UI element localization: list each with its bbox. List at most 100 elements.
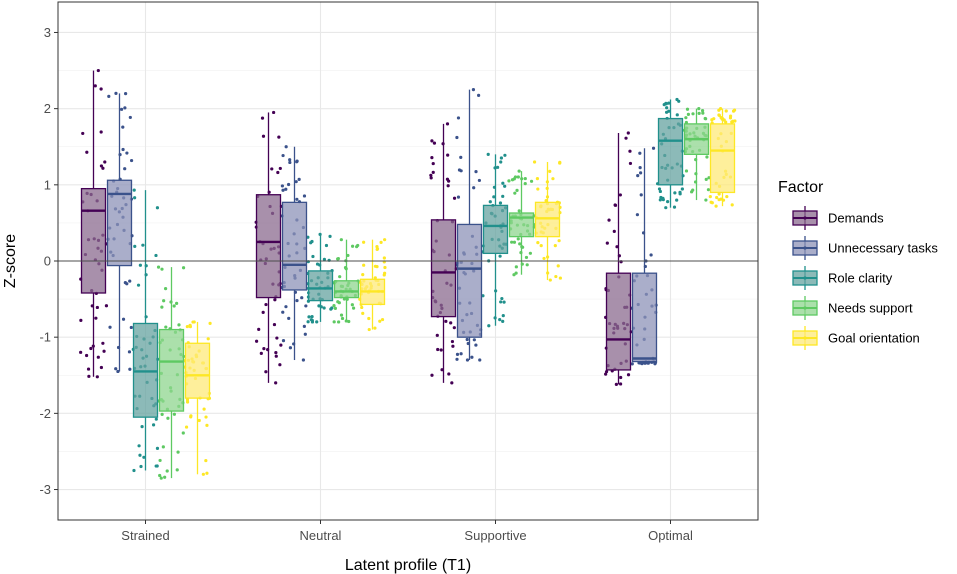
data-point [456,195,461,199]
data-point [128,367,132,371]
data-point [337,320,341,324]
legend-key-point [803,276,807,280]
data-point [309,241,313,245]
data-point [499,300,503,304]
x-tick-label: Strained [121,528,169,543]
data-point [274,351,278,355]
data-point [383,265,387,270]
data-point [114,367,118,371]
data-point [162,299,166,303]
data-point [455,357,459,361]
data-point [322,257,326,261]
data-point [141,243,145,247]
data-point [201,472,205,476]
data-point [507,179,511,183]
data-point [284,305,288,309]
data-point [636,174,640,178]
data-point [619,382,623,386]
data-point [535,177,540,181]
data-point [302,324,306,328]
data-point [518,242,522,246]
data-point [492,195,496,199]
data-point [272,110,276,115]
data-point [288,160,292,165]
data-point [95,305,99,310]
data-point [278,166,282,171]
data-point [714,204,718,208]
data-point [382,273,386,277]
data-point [678,192,682,196]
data-point [673,191,677,195]
x-axis-title: Latent profile (T1) [345,557,471,574]
iqr-box [508,212,535,238]
data-point [450,381,454,385]
data-point [542,256,546,261]
data-point [624,136,628,140]
data-point [501,194,505,198]
data-point [261,310,265,315]
y-tick-label: -2 [39,406,51,421]
data-point [450,339,455,344]
data-point [430,139,434,143]
data-point [350,303,354,307]
data-point [260,116,265,120]
data-point [101,341,105,345]
legend-key [792,206,818,230]
data-point [449,321,453,325]
data-point [181,431,185,435]
data-point [175,301,179,305]
iqr-box [709,123,736,194]
data-point [119,107,124,111]
data-point [732,108,737,112]
data-point [333,306,338,310]
data-point [166,416,170,420]
data-point [470,355,474,359]
data-point [447,179,451,183]
data-point [281,188,285,192]
data-point [160,267,164,271]
data-point [288,158,292,162]
data-point [430,373,434,377]
data-point [704,198,708,202]
x-tick-label: Supportive [464,528,526,543]
data-point [558,276,562,280]
data-point [276,170,280,175]
data-point [317,304,321,308]
data-point [154,253,158,258]
data-point [708,195,712,199]
data-point [315,262,320,266]
data-point [525,263,529,267]
data-point [715,195,719,200]
data-point [264,302,268,307]
data-point [604,372,608,376]
data-point [513,191,517,195]
legend-label: Needs support [828,301,913,316]
data-point [142,455,146,459]
data-point [613,203,617,207]
data-point [205,471,209,475]
data-point [618,193,622,197]
data-point [456,116,461,120]
data-point [539,244,543,248]
data-point [155,464,159,468]
data-point [548,169,552,173]
data-point [280,184,284,188]
data-point [175,468,179,472]
data-point [685,107,690,111]
data-point [496,165,500,169]
data-point [85,150,89,154]
data-point [710,118,714,122]
data-point [137,444,141,448]
data-point [373,326,377,330]
data-point [536,241,540,245]
data-point [558,161,562,165]
data-point [452,326,456,330]
legend-key [792,236,818,260]
data-point [158,458,162,463]
data-point [487,324,491,328]
data-point [99,87,103,91]
data-point [351,306,356,310]
data-point [517,209,521,213]
data-point [471,88,476,92]
